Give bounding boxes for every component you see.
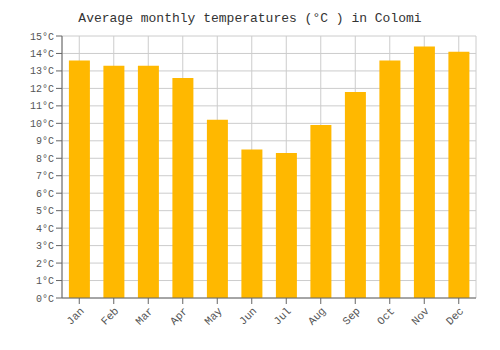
svg-text:May: May [202,305,225,328]
svg-text:Aug: Aug [306,305,328,327]
svg-text:Sep: Sep [340,305,362,327]
svg-text:Apr: Apr [168,305,190,327]
svg-text:1°C: 1°C [36,276,54,287]
svg-text:11°C: 11°C [30,101,54,112]
svg-text:15°C: 15°C [30,32,54,43]
svg-text:5°C: 5°C [36,206,54,217]
svg-text:12°C: 12°C [30,84,54,95]
svg-text:4°C: 4°C [36,224,54,235]
svg-text:7°C: 7°C [36,171,54,182]
svg-text:Dec: Dec [444,305,466,327]
svg-text:Jan: Jan [64,305,86,327]
svg-text:Jul: Jul [271,305,293,327]
svg-text:14°C: 14°C [30,49,54,60]
svg-text:Oct: Oct [375,305,397,327]
svg-text:Jun: Jun [237,305,259,327]
svg-text:13°C: 13°C [30,66,54,77]
svg-text:9°C: 9°C [36,136,54,147]
svg-text:0°C: 0°C [36,294,54,305]
svg-text:3°C: 3°C [36,241,54,252]
svg-text:Mar: Mar [133,305,155,327]
svg-text:2°C: 2°C [36,259,54,270]
svg-text:Nov: Nov [409,305,432,328]
svg-text:Feb: Feb [99,305,121,327]
svg-text:6°C: 6°C [36,189,54,200]
svg-text:10°C: 10°C [30,119,54,130]
svg-text:8°C: 8°C [36,154,54,165]
html-text:Average monthly temperatures (: Average monthly temperatures (°C ) in Co… [78,11,422,26]
